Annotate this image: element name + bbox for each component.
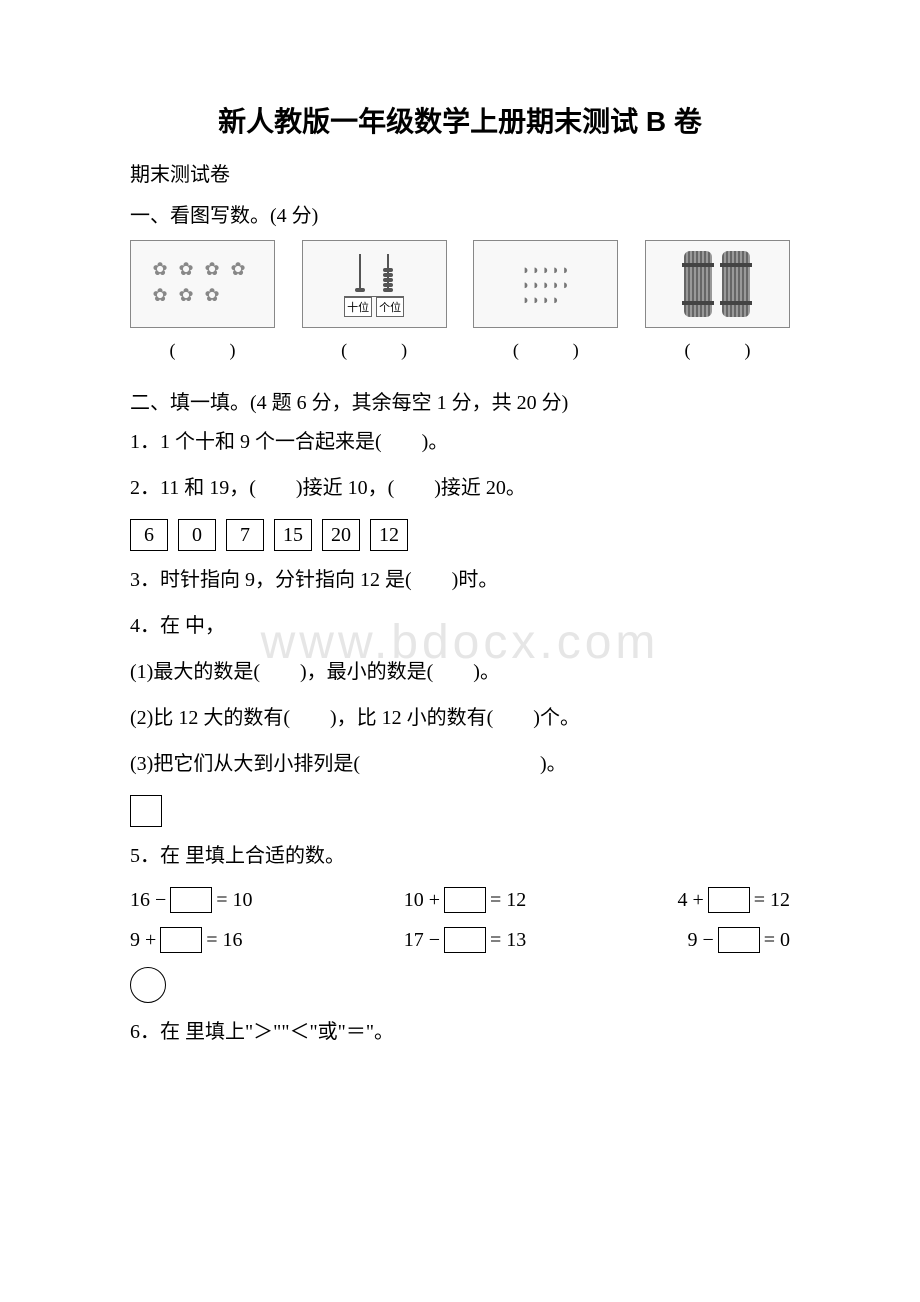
- equation-row-1: 16 −= 10 10 += 12 4 += 12: [130, 887, 790, 913]
- equation: 9 −= 0: [687, 927, 790, 953]
- question-3: 3．时针指向 9，分针指向 12 是( )时。: [130, 565, 790, 595]
- equation: 4 += 12: [677, 887, 790, 913]
- equation: 9 += 16: [130, 927, 243, 953]
- figure-abacus: 十位 个位: [302, 240, 447, 328]
- question-1: 1．1 个十和 9 个一合起来是( )。: [130, 427, 790, 457]
- num-box: 7: [226, 519, 264, 551]
- blank-1: ( ): [130, 336, 275, 362]
- equation: 17 −= 13: [404, 927, 527, 953]
- question-6: 6．在 里填上"＞""＜"或"＝"。: [130, 1017, 790, 1047]
- blank-2: ( ): [302, 336, 447, 362]
- num-box: 20: [322, 519, 360, 551]
- question-2: 2．11 和 19，( )接近 10，( )接近 20。: [130, 473, 790, 503]
- number-boxes-row: 6 0 7 15 20 12: [130, 519, 790, 551]
- subtitle: 期末测试卷: [130, 158, 790, 187]
- question-4: 4．在 中，: [130, 611, 790, 641]
- question-4-2: (2)比 12 大的数有( )，比 12 小的数有( )个。: [130, 703, 790, 733]
- section-2-head: 二、填一填。(4 题 6 分，其余每空 1 分，共 20 分): [130, 386, 790, 415]
- num-box: 6: [130, 519, 168, 551]
- figure-leaves: ✿✿✿✿ ✿✿✿: [130, 240, 275, 328]
- equation: 16 −= 10: [130, 887, 253, 913]
- empty-circle: [130, 967, 166, 1003]
- abacus-ones-label: 个位: [376, 297, 404, 317]
- section-1-head: 一、看图写数。(4 分): [130, 199, 790, 228]
- empty-square-box: [130, 795, 162, 827]
- num-box: 0: [178, 519, 216, 551]
- image-row: ✿✿✿✿ ✿✿✿ 十位: [130, 240, 790, 328]
- question-4-3: (3)把它们从大到小排列是( )。: [130, 749, 790, 779]
- blank-4: ( ): [645, 336, 790, 362]
- page-content: 新人教版一年级数学上册期末测试 B 卷 期末测试卷 一、看图写数。(4 分) ✿…: [130, 100, 790, 1047]
- equation-row-2: 9 += 16 17 −= 13 9 −= 0: [130, 927, 790, 953]
- figure-bundles: [645, 240, 790, 328]
- equation: 10 += 12: [404, 887, 527, 913]
- blank-3: ( ): [473, 336, 618, 362]
- num-box: 12: [370, 519, 408, 551]
- question-4-1: (1)最大的数是( )，最小的数是( )。: [130, 657, 790, 687]
- figure-candies: ◗◗◗◗◗ ◗◗◗◗◗ ◗◗◗◗: [473, 240, 618, 328]
- num-box: 15: [274, 519, 312, 551]
- page-title: 新人教版一年级数学上册期末测试 B 卷: [130, 100, 790, 140]
- question-5: 5．在 里填上合适的数。: [130, 841, 790, 871]
- abacus-tens-label: 十位: [344, 297, 372, 317]
- answer-blanks-row: ( ) ( ) ( ) ( ): [130, 336, 790, 362]
